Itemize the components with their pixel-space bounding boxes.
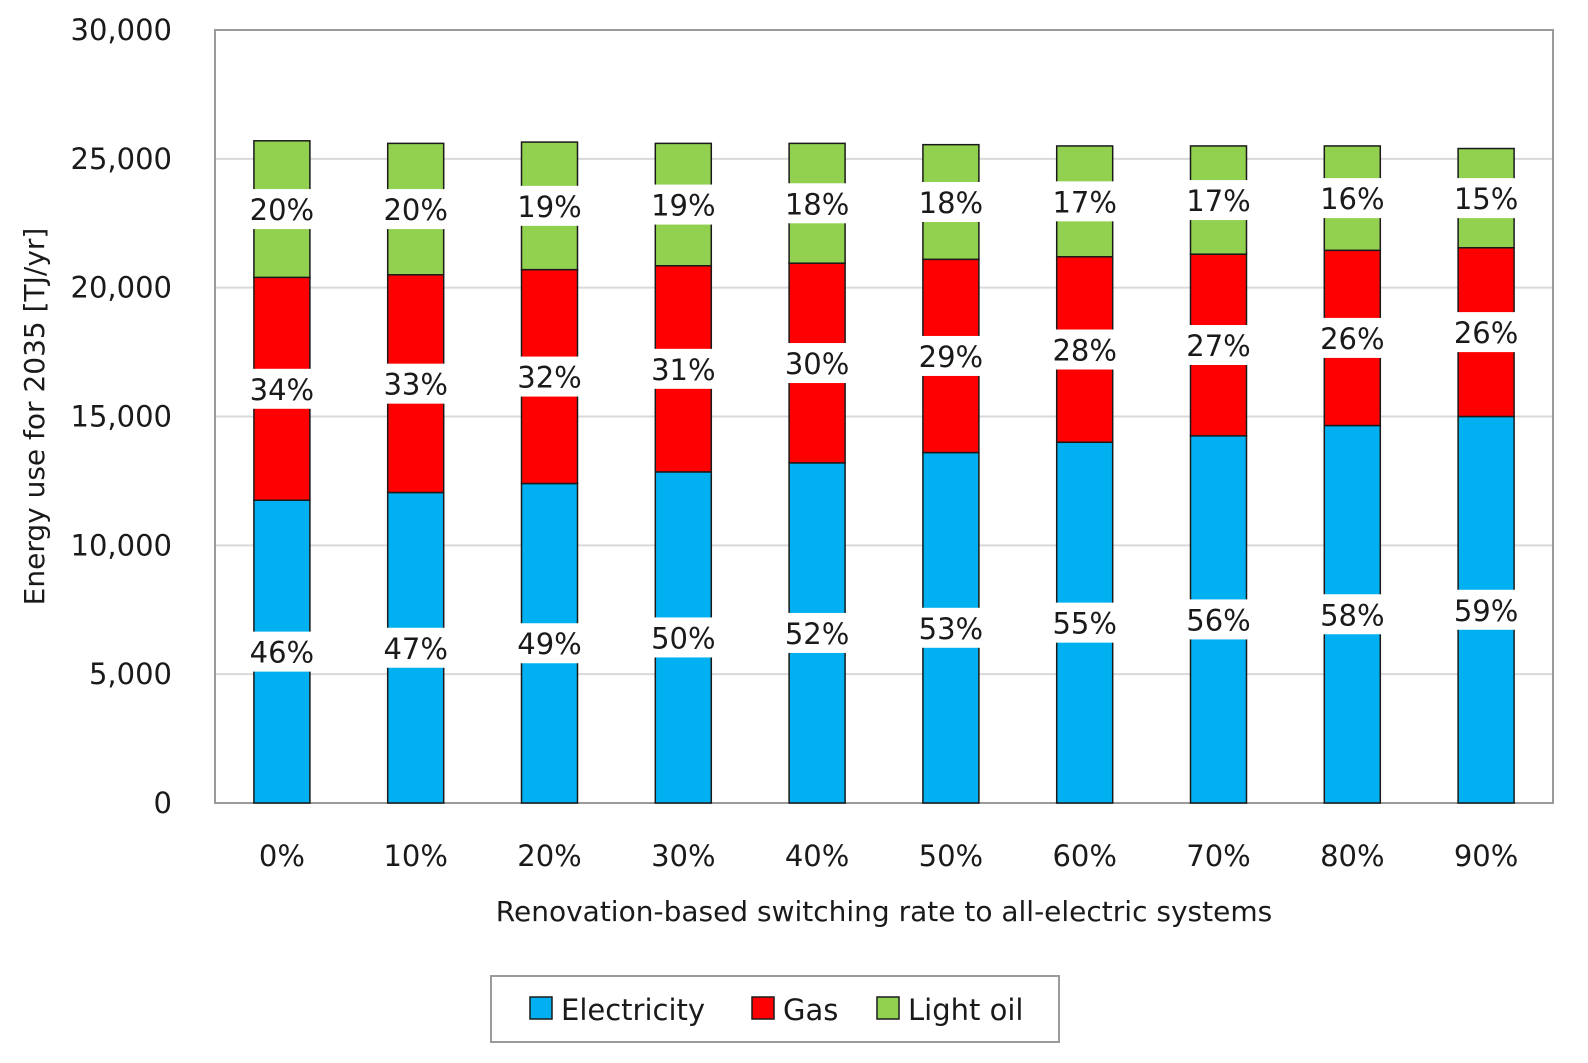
x-tick-label: 70% (1186, 839, 1250, 873)
data-label: 56% (1186, 603, 1250, 637)
data-label-background (380, 627, 451, 668)
data-label: 55% (1052, 607, 1116, 641)
data-label-background (514, 623, 585, 664)
y-tick-labels: 0 5,000 10,000 15,000 20,000 25,000 30,000 (71, 13, 172, 820)
data-label-background (1049, 329, 1120, 370)
data-label-background (1183, 599, 1254, 640)
data-label: 26% (1454, 316, 1518, 350)
x-tick-label: 80% (1320, 839, 1384, 873)
data-label: 27% (1186, 329, 1250, 363)
data-label: 17% (1052, 185, 1116, 219)
data-label-background (246, 631, 317, 672)
data-label-background (1317, 178, 1388, 219)
data-label: 34% (250, 373, 314, 407)
y-tick-label: 15,000 (71, 400, 172, 434)
data-label-background (648, 184, 719, 225)
data-label: 18% (919, 186, 983, 220)
data-label: 58% (1320, 598, 1384, 632)
data-label: 32% (517, 361, 581, 395)
legend-swatch (529, 996, 553, 1020)
data-label-background (648, 617, 719, 658)
data-label: 17% (1186, 184, 1250, 218)
y-tick-label: 25,000 (71, 142, 172, 176)
x-tick-label: 40% (785, 839, 849, 873)
data-label: 19% (517, 190, 581, 224)
x-tick-label: 50% (919, 839, 983, 873)
data-label-background (514, 356, 585, 397)
data-label-background (782, 183, 853, 224)
data-label: 16% (1320, 182, 1384, 216)
data-label-background (782, 343, 853, 384)
y-tick-label: 0 (154, 786, 172, 820)
data-label-background (782, 612, 853, 653)
legend-box (490, 975, 1060, 1043)
data-label: 15% (1454, 182, 1518, 216)
data-label-background (1451, 178, 1522, 219)
y-tick-label: 30,000 (71, 13, 172, 47)
x-tick-labels: 0% 10% 20% 30% 40% 50% 60% 70% 80% 90% (259, 839, 1518, 873)
data-label: 29% (919, 340, 983, 374)
x-tick-label: 20% (517, 839, 581, 873)
data-label: 53% (919, 612, 983, 646)
data-label-background (1183, 180, 1254, 221)
data-label-background (380, 363, 451, 404)
data-label: 46% (250, 636, 314, 670)
x-tick-label: 10% (383, 839, 447, 873)
data-label-background (1183, 324, 1254, 365)
data-label: 50% (651, 621, 715, 655)
legend: Electricity Gas Light oil (490, 975, 1060, 1043)
data-label-background (915, 607, 986, 648)
data-label-background (380, 189, 451, 230)
data-label-background (246, 368, 317, 409)
data-label: 18% (785, 187, 849, 221)
x-axis-title: Renovation-based switching rate to all-e… (496, 895, 1272, 928)
x-tick-label: 30% (651, 839, 715, 873)
data-label-background (915, 335, 986, 376)
y-tick-label: 20,000 (71, 271, 172, 305)
data-label-background (1049, 602, 1120, 643)
data-label: 19% (651, 189, 715, 223)
y-axis-title: Energy use for 2035 [TJ/yr] (18, 228, 51, 606)
x-tick-label: 0% (259, 839, 305, 873)
data-label: 59% (1454, 594, 1518, 628)
data-label-background (514, 185, 585, 226)
data-label-background (1451, 589, 1522, 630)
data-label-background (1317, 317, 1388, 358)
data-label: 26% (1320, 322, 1384, 356)
data-label: 49% (517, 627, 581, 661)
percentage-labels: 46% 34% 20% 47% 33% 20% 49% 32% 19% 50% 31% 19% 52% 3… (246, 178, 1522, 672)
legend-label: Electricity (561, 993, 705, 1027)
plot-area-frame (214, 29, 1554, 804)
legend-swatch (876, 996, 900, 1020)
x-tick-label: 60% (1052, 839, 1116, 873)
bars-group (253, 140, 1515, 804)
legend-label: Light oil (908, 993, 1023, 1027)
data-label: 20% (383, 193, 447, 227)
data-label: 20% (250, 193, 314, 227)
data-label: 52% (785, 617, 849, 651)
data-label: 28% (1052, 334, 1116, 368)
y-tick-label: 10,000 (71, 528, 172, 562)
y-tick-label: 5,000 (89, 657, 172, 691)
data-label: 30% (785, 347, 849, 381)
data-label-background (648, 348, 719, 389)
data-label-background (1049, 181, 1120, 222)
data-label: 47% (383, 632, 447, 666)
legend-label: Gas (783, 993, 838, 1027)
legend-swatch (751, 996, 775, 1020)
data-label-background (246, 189, 317, 230)
data-label-background (1451, 312, 1522, 353)
data-label: 33% (383, 368, 447, 402)
x-tick-label: 90% (1454, 839, 1518, 873)
data-label-background (915, 181, 986, 222)
data-label-background (1317, 594, 1388, 635)
data-label: 31% (651, 353, 715, 387)
